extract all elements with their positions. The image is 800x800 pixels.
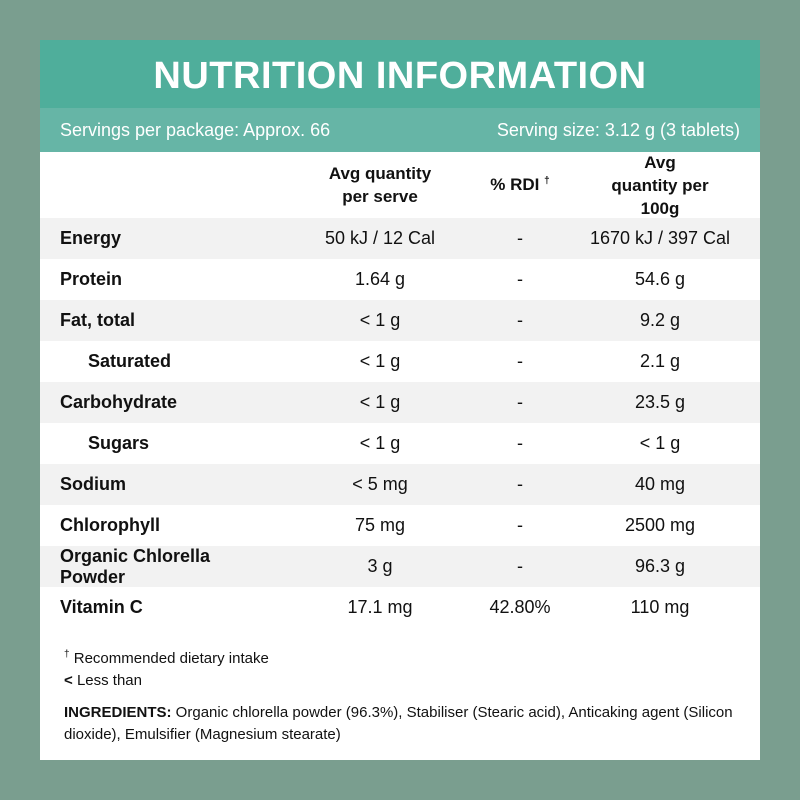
- ingredients-label: INGREDIENTS:: [64, 704, 172, 721]
- nutrient-name: Carbohydrate: [60, 392, 178, 412]
- per-serve-value: 50 kJ / 12 Cal: [324, 228, 436, 248]
- rdi-value: -: [517, 310, 523, 330]
- header-per-serve: Avg quantity per serve: [328, 164, 432, 206]
- per-serve-value: 17.1 mg: [347, 597, 413, 617]
- footnotes: † Recommended dietary intake < Less than: [40, 628, 760, 692]
- nutrient-name: Sodium: [60, 474, 126, 494]
- per-100g-value: < 1 g: [639, 433, 681, 453]
- servings-per-package: Servings per package: Approx. 66: [60, 119, 331, 140]
- per-serve-value: < 5 mg: [352, 474, 408, 494]
- lt-mark: <: [64, 672, 73, 689]
- nutrient-name: Saturated: [88, 351, 172, 371]
- rdi-value: -: [517, 351, 523, 371]
- nutrient-name: Fat, total: [60, 310, 135, 330]
- nutrient-name: Protein: [60, 269, 123, 289]
- footnote-lt-text: Less than: [76, 672, 142, 689]
- table-row: Protein 1.64 g - 54.6 g: [40, 259, 760, 300]
- ingredients: INGREDIENTS: Organic chlorella powder (9…: [40, 692, 760, 746]
- per-serve-value: < 1 g: [359, 392, 401, 412]
- nutrient-name: Vitamin C: [60, 597, 143, 617]
- nutrient-name: Organic Chlorella Powder: [60, 545, 211, 587]
- per-serve-value: 1.64 g: [354, 269, 406, 289]
- table-row: Sodium < 5 mg - 40 mg: [40, 464, 760, 505]
- per-serve-value: < 1 g: [359, 310, 401, 330]
- per-serve-value: < 1 g: [359, 433, 401, 453]
- table-row: Energy 50 kJ / 12 Cal - 1670 kJ / 397 Cal: [40, 218, 760, 259]
- per-100g-value: 2.1 g: [639, 351, 681, 371]
- rdi-value: 42.80%: [489, 597, 551, 617]
- table-row: Sugars < 1 g - < 1 g: [40, 423, 760, 464]
- rdi-value: -: [517, 556, 523, 576]
- per-100g-value: 9.2 g: [639, 310, 681, 330]
- table-row: Fat, total < 1 g - 9.2 g: [40, 300, 760, 341]
- table-header: Avg quantity per serve % RDI † Avg quant…: [40, 152, 760, 218]
- footnote-rdi-text: Recommended dietary intake: [73, 650, 269, 667]
- rdi-label: % RDI: [490, 175, 540, 194]
- nutrient-name: Chlorophyll: [60, 515, 160, 535]
- header-per-100g: Avg quantity per 100g: [611, 152, 709, 218]
- per-100g-value: 2500 mg: [624, 515, 696, 535]
- per-100g-value: 40 mg: [634, 474, 686, 494]
- ingredients-text: Organic chlorella powder (96.3%), Stabil…: [64, 704, 733, 743]
- dagger-mark: †: [544, 175, 550, 187]
- rdi-value: -: [517, 433, 523, 453]
- table-row: Vitamin C 17.1 mg 42.80% 110 mg: [40, 587, 760, 628]
- rdi-value: -: [517, 515, 523, 535]
- footnote-rdi: † Recommended dietary intake: [64, 644, 760, 670]
- per-100g-value: 54.6 g: [634, 269, 686, 289]
- per-100g-value: 23.5 g: [634, 392, 686, 412]
- nutrient-name: Energy: [60, 228, 122, 248]
- table-row: Carbohydrate < 1 g - 23.5 g: [40, 382, 760, 423]
- panel-title: NUTRITION INFORMATION: [40, 40, 760, 108]
- nutrition-panel: NUTRITION INFORMATION Servings per packa…: [40, 40, 760, 760]
- per-100g-value: 1670 kJ / 397 Cal: [589, 228, 731, 248]
- rdi-value: -: [517, 228, 523, 248]
- table-row: Organic Chlorella Powder 3 g - 96.3 g: [40, 546, 760, 587]
- footnote-lt: < Less than: [64, 670, 760, 692]
- rdi-value: -: [517, 474, 523, 494]
- per-serve-value: 75 mg: [354, 515, 406, 535]
- per-serve-value: 3 g: [367, 556, 393, 576]
- per-100g-value: 110 mg: [630, 597, 690, 617]
- header-rdi: % RDI †: [480, 175, 560, 195]
- per-100g-value: 96.3 g: [634, 556, 686, 576]
- dagger-mark: †: [64, 649, 70, 660]
- per-serve-value: < 1 g: [359, 351, 401, 371]
- rdi-value: -: [517, 269, 523, 289]
- rdi-value: -: [517, 392, 523, 412]
- table-row: Chlorophyll 75 mg - 2500 mg: [40, 505, 760, 546]
- serving-info: Servings per package: Approx. 66 Serving…: [40, 108, 760, 152]
- nutrient-name: Sugars: [88, 433, 150, 453]
- table-body: Energy 50 kJ / 12 Cal - 1670 kJ / 397 Cal Pr…: [40, 218, 760, 628]
- serving-size: Serving size: 3.12 g (3 tablets): [496, 119, 740, 140]
- table-row: Saturated < 1 g - 2.1 g: [40, 341, 760, 382]
